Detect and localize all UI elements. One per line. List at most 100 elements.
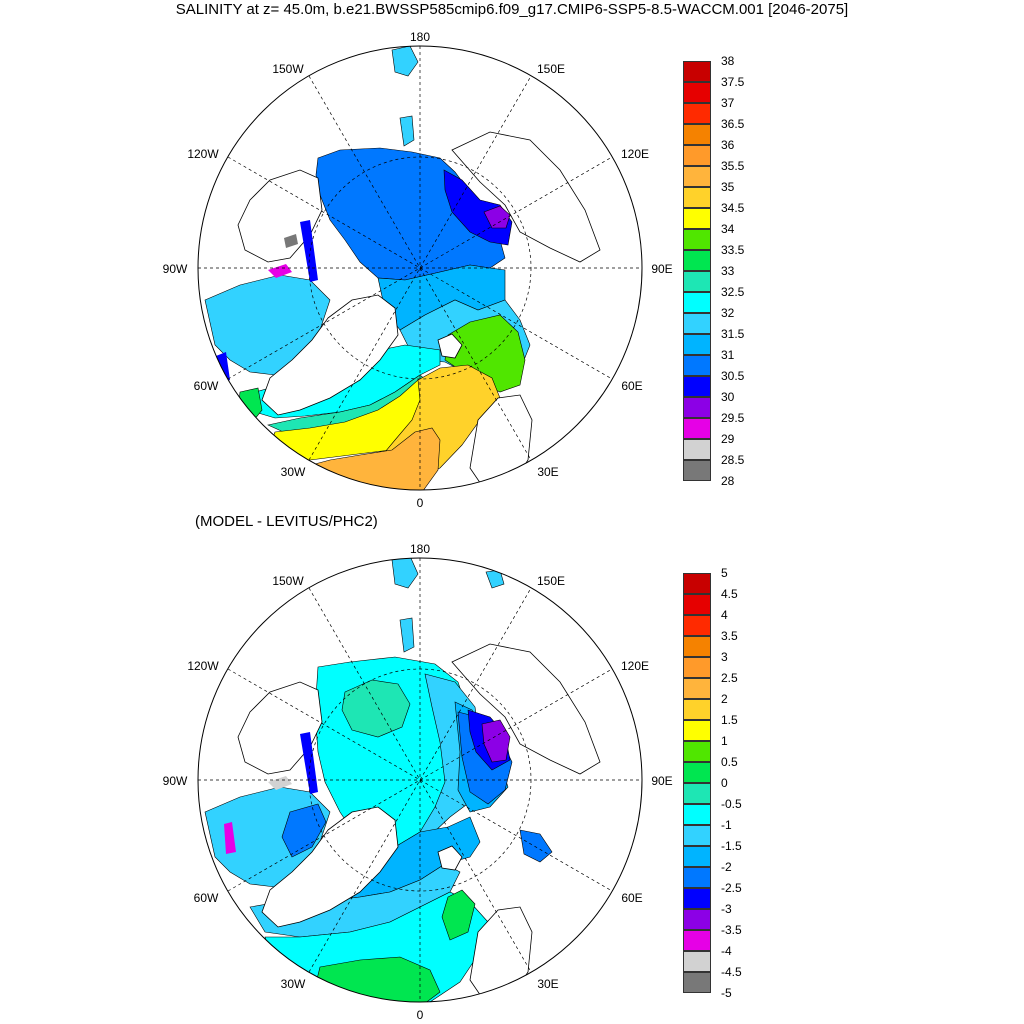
colorbar-tick-label: 28.5 [721,453,745,467]
lon-label-30w: 30W [281,465,306,479]
colorbar-swatch [683,460,711,481]
colorbar-swatch [683,762,711,783]
colorbar-swatch [683,930,711,951]
lon-label-120w: 120W [187,659,219,673]
longitude-labels: 180 150E 120E 90E 60E 30E 0 30W 60W 90W … [163,542,673,1022]
colorbar-swatch [683,804,711,825]
lon-label-60e: 60E [621,379,642,393]
colorbar-swatch [683,825,711,846]
colorbar-tick-label: 31 [721,348,735,362]
colorbar-tick-label: 35 [721,180,735,194]
colorbar-swatch [683,61,711,82]
colorbar-swatch [683,313,711,334]
colorbar-swatch [683,229,711,250]
colorbar-tick-label: 36 [721,138,735,152]
colorbar-tick-label: -5 [721,986,732,1000]
svalbard-land [437,333,463,359]
colorbar-tick-label: -2.5 [721,881,742,895]
lon-label-150w: 150W [272,62,304,76]
graticule [198,46,642,490]
colorbar-swatch [683,657,711,678]
colorbar-tick-label: 33 [721,264,735,278]
colorbar-swatch [683,888,711,909]
colorbar-tick-label: -4.5 [721,965,742,979]
colorbar-tick-label: -4 [721,944,732,958]
colorbar-tick-label: -0.5 [721,797,742,811]
lon-label-150e: 150E [537,574,565,588]
colorbar-tick-label: 0 [721,776,728,790]
colorbar-tick-label: 3 [721,650,728,664]
colorbar-tick-label: 3.5 [721,629,738,643]
lon-label-60e: 60E [621,891,642,905]
colorbar-tick-label: 29.5 [721,411,745,425]
map-boundary [197,557,643,1003]
colorbar-swatch [683,166,711,187]
diff-field-minus3-5 [481,719,511,763]
colorbar-swatch [683,909,711,930]
colorbar-swatch [683,615,711,636]
figure-title: SALINITY at z= 45.0m, b.e21.BWSSP585cmip… [175,1,849,18]
svalbard-land [437,845,463,871]
lon-label-30e: 30E [537,465,558,479]
colorbar-swatch [683,103,711,124]
lon-label-60w: 60W [194,379,219,393]
colorbar-tick-label: 37 [721,96,735,110]
colorbar-swatch [683,145,711,166]
greenland-land [261,294,399,416]
colorbar-swatch [683,355,711,376]
bering-strait-sea [391,558,419,589]
lon-label-180: 180 [410,30,430,44]
colorbar-tick-label: 2 [721,692,728,706]
diff-field-labrador-minus2-5 [281,803,327,858]
colorbar-swatch [683,678,711,699]
colorbar-swatch [683,846,711,867]
difference-map: 180 150E 120E 90E 60E 30E 0 30W 60W 90W … [163,542,673,1022]
baffin-grey [268,776,292,790]
colorbar-swatch [683,573,711,594]
colorbar-tick-label: 29 [721,432,735,446]
colorbar-tick-label: 34 [721,222,735,236]
siberia-land [451,131,601,263]
colorbar-swatch [683,636,711,657]
colorbar-tick-label: -2 [721,860,732,874]
colorbar-swatch [683,720,711,741]
colorbar-tick-label: 30.5 [721,369,745,383]
colorbar-tick-label: -3 [721,902,732,916]
lon-label-150e: 150E [537,62,565,76]
colorbar-swatch [683,972,711,993]
greenland-land [261,806,399,928]
longitude-labels: 180 150E 120E 90E 60E 30E 0 30W 60W 90W … [163,30,673,510]
colorbar-tick-label: -3.5 [721,923,742,937]
colorbar-tick-label: 35.5 [721,159,745,173]
lon-label-0: 0 [417,1008,424,1022]
graticule [198,558,642,1002]
colorbar-swatch [683,208,711,229]
colorbar-swatch [683,250,711,271]
lon-label-30e: 30E [537,977,558,991]
chukchi-sea [399,617,415,653]
canadian-archipelago-land [237,681,323,775]
siberia-land [451,643,601,775]
lon-label-150w: 150W [272,574,304,588]
colorbar-tick-label: 37.5 [721,75,745,89]
scandinavia-land [469,906,533,1002]
salinity-field-29-5 [483,205,511,229]
lon-label-90w: 90W [163,262,188,276]
colorbar-tick-label: 34.5 [721,201,745,215]
chukchi-sea [399,115,415,147]
lon-label-90e: 90E [651,774,672,788]
colorbar-swatch [683,292,711,313]
lon-label-30w: 30W [281,977,306,991]
colorbar-swatch [683,594,711,615]
colorbar-tick-label: 4 [721,608,728,622]
colorbar-swatch [683,418,711,439]
lon-label-120w: 120W [187,147,219,161]
scandinavia-land [469,394,533,490]
channel-blue [300,220,318,282]
kara-sea-minus2-5 [519,829,553,863]
lon-label-180: 180 [410,542,430,556]
baffin-grey [284,234,298,248]
colorbar-swatch [683,867,711,888]
colorbar-tick-label: 33.5 [721,243,745,257]
